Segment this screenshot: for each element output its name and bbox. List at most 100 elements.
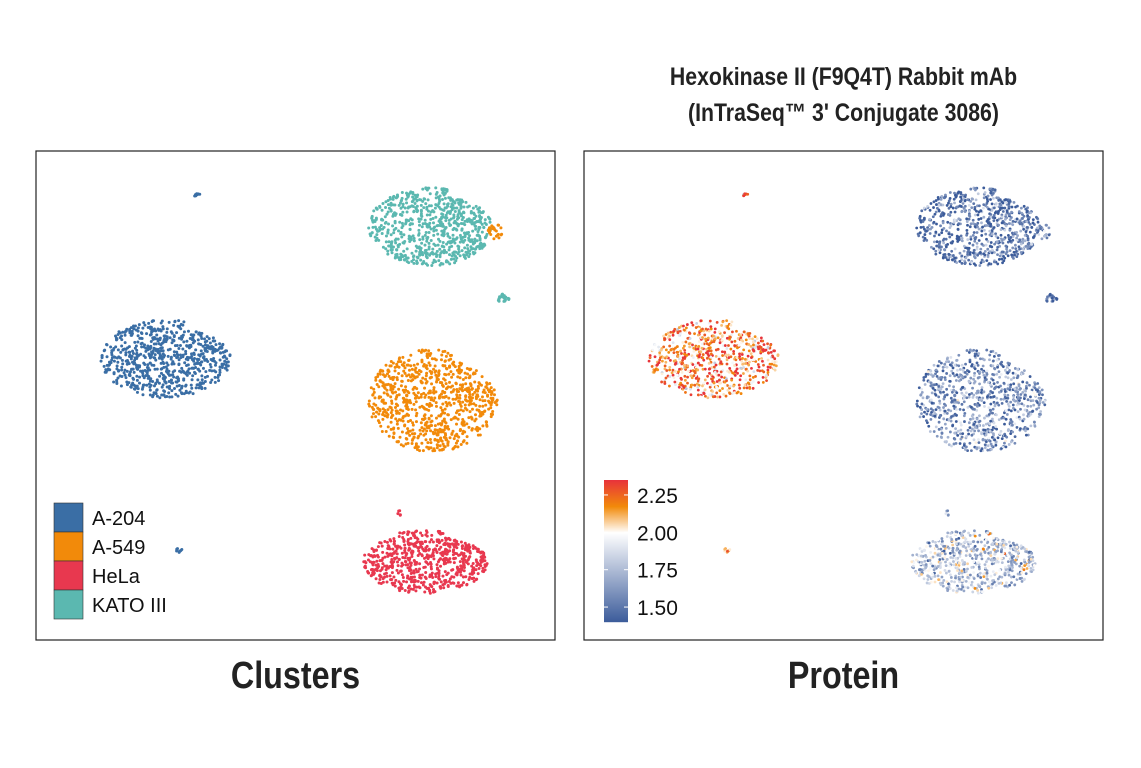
cluster-point <box>190 378 194 382</box>
protein-point <box>746 369 750 373</box>
cluster-point <box>411 423 415 427</box>
cluster-point <box>177 383 181 387</box>
protein-point <box>945 372 949 375</box>
cluster-point <box>417 233 421 237</box>
protein-point <box>926 372 930 376</box>
cluster-point <box>399 384 403 388</box>
protein-point <box>928 430 932 433</box>
cluster-point <box>141 374 145 378</box>
cluster-point <box>396 439 400 443</box>
cluster-point <box>448 262 452 266</box>
cluster-point <box>123 368 127 372</box>
cluster-point <box>398 531 402 535</box>
cluster-point <box>442 202 446 206</box>
protein-point <box>961 368 965 372</box>
cluster-point <box>429 414 433 418</box>
protein-point <box>1002 259 1006 263</box>
cluster-point <box>395 193 399 197</box>
protein-point <box>955 234 959 238</box>
cluster-point <box>419 393 423 397</box>
cluster-point <box>420 417 424 421</box>
cluster-point <box>180 335 184 339</box>
cluster-point <box>200 385 204 389</box>
protein-point <box>964 362 967 366</box>
protein-point <box>691 356 695 359</box>
cluster-point <box>105 343 109 347</box>
cluster-point <box>436 538 440 542</box>
protein-point <box>963 210 967 213</box>
protein-point <box>989 222 993 226</box>
cluster-point <box>443 359 447 363</box>
cluster-point <box>450 542 454 546</box>
cluster-point <box>175 547 179 551</box>
protein-point <box>701 367 705 371</box>
cluster-point <box>443 191 447 195</box>
cluster-point <box>425 256 429 260</box>
protein-point <box>680 378 683 381</box>
cluster-point <box>432 233 436 237</box>
cluster-point <box>411 234 415 238</box>
cluster-point <box>399 569 403 573</box>
protein-point <box>968 441 972 445</box>
protein-point <box>948 197 952 200</box>
protein-point <box>964 445 968 449</box>
protein-point <box>728 392 732 396</box>
protein-point <box>958 260 962 263</box>
cluster-point <box>398 589 402 593</box>
protein-point <box>685 353 689 357</box>
cluster-point <box>424 529 428 533</box>
protein-point <box>981 206 985 210</box>
protein-point <box>726 388 730 392</box>
protein-point <box>937 427 941 431</box>
protein-point <box>725 319 729 323</box>
cluster-point <box>375 236 379 240</box>
cluster-point <box>468 572 472 576</box>
cluster-point <box>389 203 393 207</box>
protein-point <box>935 240 939 244</box>
protein-point <box>1011 223 1015 227</box>
protein-point <box>1030 242 1034 246</box>
cluster-point <box>213 380 217 384</box>
cluster-point <box>161 355 165 359</box>
protein-point <box>975 247 979 251</box>
protein-point <box>978 264 982 267</box>
cluster-point <box>416 445 420 449</box>
cluster-point <box>400 196 404 200</box>
protein-point <box>981 364 985 368</box>
cluster-point <box>438 448 442 452</box>
protein-point <box>720 350 724 354</box>
cluster-point <box>401 396 405 400</box>
protein-point <box>966 238 970 241</box>
cluster-point <box>115 364 119 368</box>
cluster-point <box>421 199 425 203</box>
protein-point <box>970 414 974 418</box>
protein-point <box>682 324 685 328</box>
cluster-point <box>429 446 433 450</box>
protein-point <box>949 222 952 225</box>
cluster-point <box>434 186 438 190</box>
cluster-point <box>455 584 459 588</box>
cluster-point <box>224 366 228 370</box>
protein-point <box>971 251 975 255</box>
cluster-point <box>479 383 483 387</box>
protein-point <box>1025 225 1029 229</box>
cluster-point <box>120 375 124 379</box>
cluster-point <box>394 578 398 582</box>
cluster-point <box>441 395 445 399</box>
cluster-point <box>182 320 186 324</box>
protein-point <box>739 366 743 370</box>
cluster-point <box>179 353 183 357</box>
protein-point <box>671 368 675 372</box>
cluster-point <box>484 420 488 424</box>
protein-point <box>925 229 929 233</box>
cluster-point <box>164 365 168 369</box>
protein-point <box>1010 205 1014 209</box>
protein-point <box>684 391 687 394</box>
cluster-point <box>478 563 482 567</box>
protein-point <box>991 372 995 376</box>
protein-point <box>916 404 919 408</box>
cluster-point <box>450 375 454 379</box>
protein-point <box>1021 380 1025 384</box>
cluster-point <box>395 560 399 564</box>
cluster-point <box>189 383 193 387</box>
